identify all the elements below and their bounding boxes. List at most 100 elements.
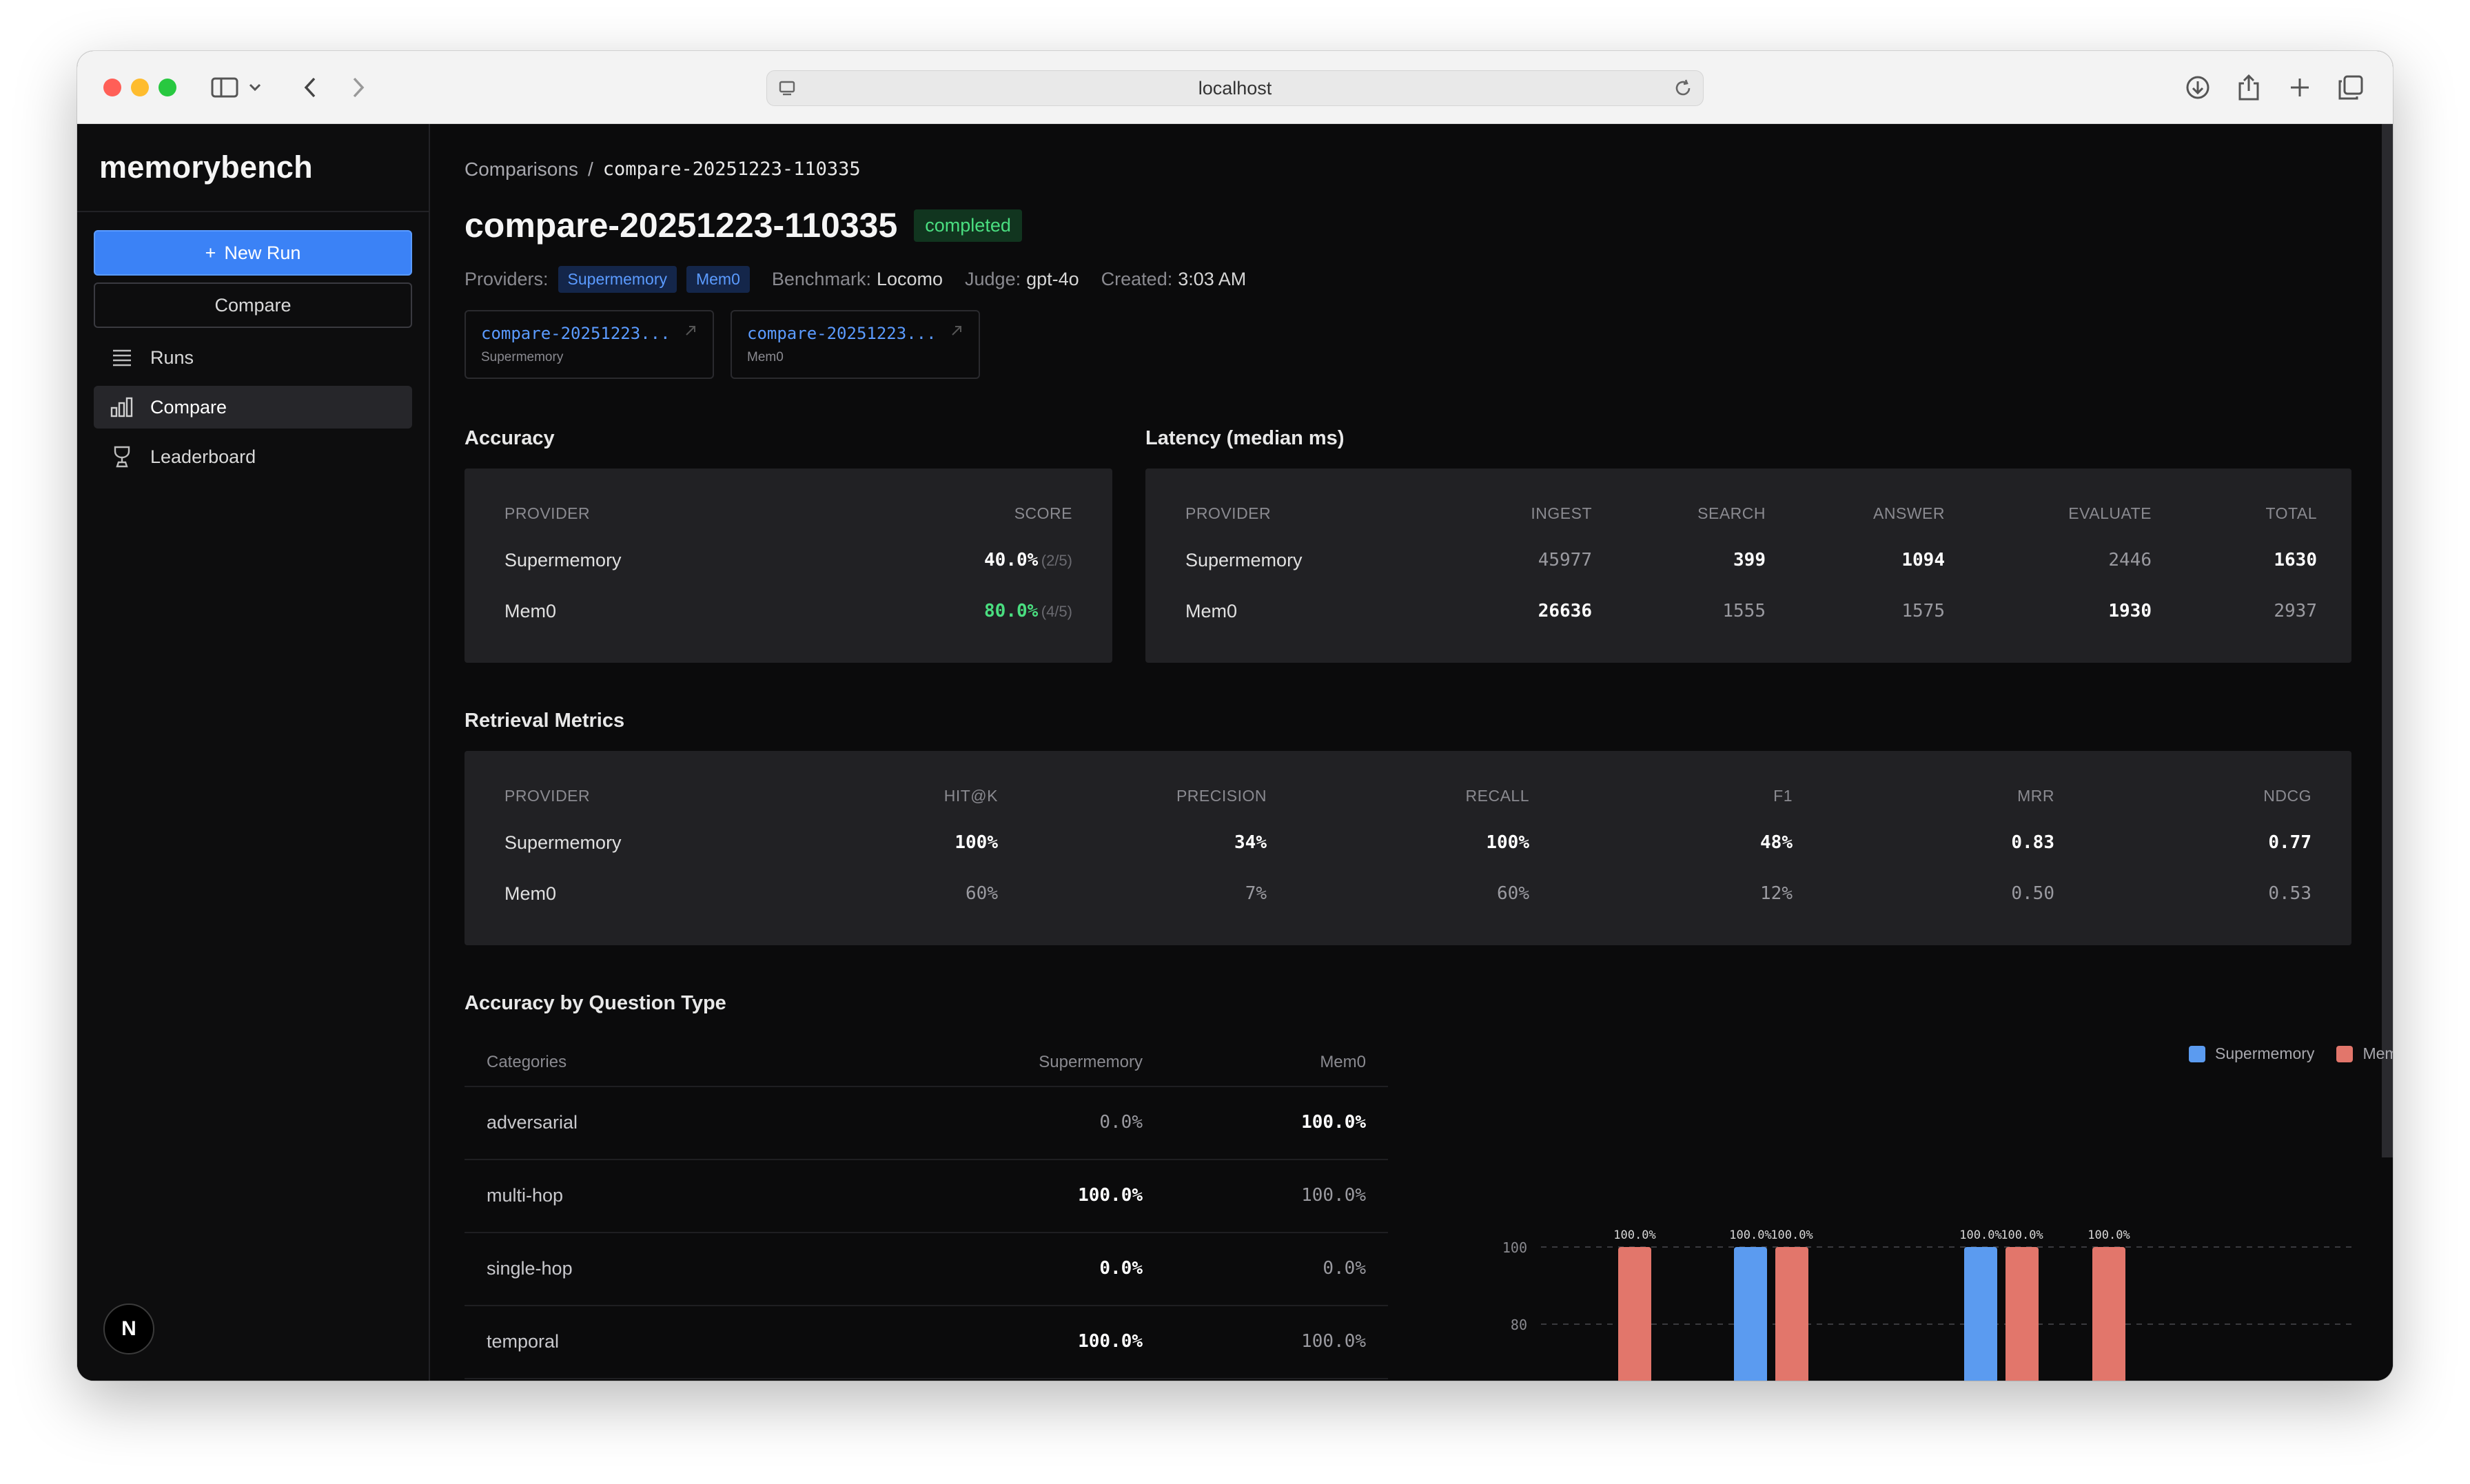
bar-data-label: 100.0% (2001, 1228, 2043, 1242)
external-link-icon (684, 324, 697, 341)
created-label: Created: (1101, 269, 1173, 289)
latency-header-total: TOTAL (2265, 504, 2317, 522)
share-icon[interactable] (2233, 72, 2265, 103)
minimize-window-button[interactable] (131, 79, 149, 96)
latency-header-search: SEARCH (1697, 504, 1766, 522)
retrieval-value: 60% (1497, 883, 1529, 904)
scrollbar[interactable] (2382, 124, 2393, 1157)
brand-logo[interactable]: memorybench (77, 124, 429, 212)
accuracy-provider: Supermemory (504, 550, 622, 570)
run-provider: Supermemory (481, 350, 564, 364)
bar-data-label: 100.0% (1613, 1228, 1655, 1242)
breadcrumb-parent-link[interactable]: Comparisons (465, 158, 578, 180)
table-row: multi-hop 100.0% 100.0% (465, 1160, 1388, 1233)
sidebar-item-label: Runs (150, 347, 194, 368)
qt-category: single-hop (487, 1258, 573, 1279)
zoom-window-button[interactable] (159, 79, 176, 96)
retrieval-value: 12% (1760, 883, 1793, 904)
table-row: temporal 100.0% 100.0% (465, 1306, 1388, 1379)
question-type-header-row: Categories Supermemory Mem0 (465, 1032, 1388, 1087)
latency-value: 2446 (2108, 550, 2152, 570)
table-row: adversarial 0.0% 100.0% (465, 1087, 1388, 1160)
qt-category: temporal (487, 1331, 560, 1352)
nextjs-dev-badge[interactable]: N (103, 1303, 154, 1354)
retrieval-value: 0.50 (2011, 883, 2054, 904)
sidebar-item-label: Compare (150, 396, 227, 418)
qt-category: multi-hop (487, 1185, 564, 1206)
latency-value: 26636 (1538, 601, 1592, 621)
page-icon (778, 79, 796, 102)
tab-overview-icon[interactable] (2335, 72, 2367, 103)
bar-data-label: 100.0% (2088, 1228, 2130, 1242)
latency-value: 399 (1733, 550, 1766, 570)
title-row: compare-20251223-110335 completed (465, 205, 1022, 245)
breadcrumb: Comparisons / compare-20251223-110335 (465, 158, 861, 181)
retrieval-title: Retrieval Metrics (465, 710, 625, 732)
accuracy-score-cell: 40.0% (2/5) (984, 550, 1072, 570)
run-card[interactable]: compare-20251223... Supermemory (465, 310, 714, 379)
bar-mem0-temporal[interactable] (2005, 1247, 2039, 1381)
benchmark-label: Benchmark: (771, 269, 871, 289)
latency-value: 1575 (1901, 601, 1945, 621)
retrieval-panel: PROVIDER HIT@K PRECISION RECALL F1 MRR NDCG Sup… (465, 751, 2351, 945)
latency-panel: PROVIDER INGEST SEARCH ANSWER EVALUATE TOTAL S… (1145, 468, 2351, 663)
retrieval-header-ndcg: NDCG (2263, 787, 2311, 805)
provider-pill-mem0: Mem0 (686, 266, 750, 293)
sidebar-item-leaderboard[interactable]: Leaderboard (94, 435, 412, 478)
sidebar-item-runs[interactable]: Runs (94, 336, 412, 379)
sidebar-toggle-icon[interactable] (208, 72, 241, 103)
forward-icon[interactable] (345, 72, 372, 103)
back-icon[interactable] (296, 72, 324, 103)
bar-mem0-adversarial[interactable] (1618, 1247, 1651, 1381)
latency-value: 1555 (1722, 601, 1766, 621)
latency-provider: Mem0 (1185, 601, 1238, 621)
benchmark-value: Locomo (876, 269, 943, 289)
accuracy-bar-chart: 100806040100.0%100.0%100.0%100.0%100.0%1… (1502, 1228, 2354, 1381)
judge-value: gpt-4o (1026, 269, 1079, 289)
retrieval-header-mrr: MRR (2017, 787, 2054, 805)
accuracy-fraction: (2/5) (1041, 552, 1072, 569)
legend-swatch-mem0 (2336, 1045, 2354, 1062)
qt-supermemory-value: 100.0% (1078, 1331, 1143, 1352)
bar-mem0-multi-hop[interactable] (1775, 1247, 1808, 1381)
new-run-button[interactable]: + New Run (94, 230, 412, 276)
y-tick-label: 80 (1511, 1317, 1527, 1333)
download-icon[interactable] (2182, 72, 2214, 103)
compare-button[interactable]: Compare (94, 282, 412, 328)
legend-label-mem0: Mem0 (2362, 1044, 2393, 1062)
retrieval-value: 0.83 (2011, 832, 2054, 853)
providers-label: Providers: (465, 269, 549, 289)
bar-data-label: 100.0% (1770, 1228, 1813, 1242)
new-tab-icon[interactable] (2284, 72, 2316, 103)
sidebar-item-compare[interactable]: Compare (94, 386, 412, 429)
url-text: localhost (1198, 77, 1272, 99)
latency-header-evaluate: EVALUATE (2068, 504, 2152, 522)
qt-header-supermemory: Supermemory (1039, 1053, 1143, 1071)
close-window-button[interactable] (103, 79, 121, 96)
run-meta: Providers: Supermemory Mem0 Benchmark: L… (465, 266, 1268, 293)
run-card[interactable]: compare-20251223... Mem0 (731, 310, 980, 379)
page-title: compare-20251223-110335 (465, 206, 898, 245)
address-bar[interactable]: localhost (766, 70, 1704, 106)
main-content: Comparisons / compare-20251223-110335 co… (431, 124, 2393, 1381)
qt-header-mem0: Mem0 (1320, 1053, 1366, 1071)
retrieval-value: 7% (1245, 883, 1267, 904)
latency-header-answer: ANSWER (1873, 504, 1945, 522)
accuracy-title: Accuracy (465, 427, 555, 449)
run-id-link[interactable]: compare-20251223... (747, 324, 937, 343)
retrieval-provider: Supermemory (504, 832, 622, 853)
retrieval-header-f1: F1 (1773, 787, 1793, 805)
run-id-link[interactable]: compare-20251223... (481, 324, 671, 343)
latency-value: 1630 (2274, 550, 2317, 570)
latency-value: 1930 (2108, 601, 2152, 621)
bar-supermemory-multi-hop[interactable] (1734, 1247, 1767, 1381)
accuracy-score: 40.0% (984, 550, 1039, 570)
chevron-down-icon[interactable] (245, 72, 265, 103)
reload-icon[interactable] (1673, 78, 1693, 103)
bar-mem0-open-domain[interactable] (2092, 1247, 2125, 1381)
bar-supermemory-temporal[interactable] (1964, 1247, 1997, 1381)
question-type-table: Categories Supermemory Mem0 adversarial 0.0%… (465, 1032, 1388, 1381)
accuracy-score-cell: 80.0% (4/5) (984, 601, 1072, 621)
qt-mem0-value: 100.0% (1301, 1185, 1366, 1206)
qt-mem0-value: 0.0% (1323, 1258, 1366, 1279)
